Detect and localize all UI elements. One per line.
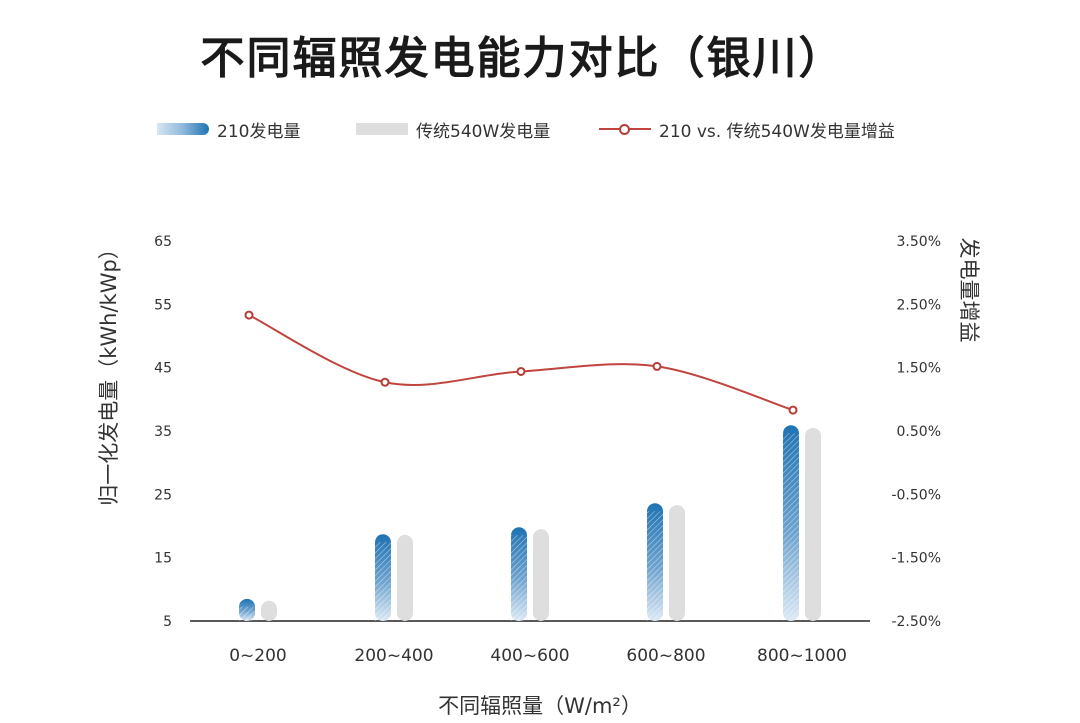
gain-point (788, 405, 798, 415)
y-tick-label: 55 (154, 297, 172, 313)
y-axis-ticks: 65 55 45 35 25 15 5 (154, 234, 172, 630)
bar-210-output-hatch (239, 606, 255, 621)
x-tick-label: 200~400 (354, 646, 433, 666)
x-axis-ticks: 0~200 200~400 400~600 600~800 800~1000 (229, 646, 847, 666)
y-tick-label: 15 (154, 551, 172, 567)
legend-swatch-210-output (157, 123, 209, 135)
legend-item-conventional-output: 传统540W发电量 (356, 112, 550, 146)
y-tick-label: 5 (163, 614, 172, 630)
bar-210-output-hatch (647, 511, 663, 621)
x-axis-label: 不同辐照量（W/m²） (438, 694, 642, 718)
legend-item-gain: 210 vs. 传统540W发电量增益 (599, 112, 895, 146)
legend: 210发电量 传统540W发电量 210 vs. 传统540W发电量增益 (0, 112, 1080, 146)
legend-label-gain: 210 vs. 传统540W发电量增益 (659, 121, 895, 142)
bar-210-output-hatch (511, 535, 527, 621)
bar-conventional-output (533, 529, 549, 621)
gain-point (652, 361, 662, 371)
y-tick-label: 25 (154, 487, 172, 503)
x-tick-label: 600~800 (626, 646, 705, 666)
y-axis-label: 归一化发电量（kWh/kWp） (97, 238, 121, 506)
y2-tick-label: -0.50% (891, 487, 941, 503)
bar-conventional-output (805, 427, 821, 621)
bars-layer (239, 425, 821, 621)
gain-point (516, 366, 526, 376)
bar-conventional-output (669, 505, 685, 621)
y2-tick-label: 0.50% (897, 424, 941, 440)
chart-title: 不同辐照发电能力对比（银川） (200, 33, 845, 84)
legend-label-conventional-output: 传统540W发电量 (416, 121, 551, 142)
y2-tick-label: -1.50% (891, 551, 941, 567)
gain-line-layer (244, 310, 798, 415)
bar-210-output-hatch (783, 433, 799, 621)
y-tick-label: 45 (154, 361, 172, 377)
bar-210-output-hatch (375, 542, 391, 621)
legend-item-210-output: 210发电量 (157, 112, 300, 146)
y2-tick-label: 2.50% (897, 297, 941, 313)
y-tick-label: 35 (154, 424, 172, 440)
gain-line (248, 314, 794, 412)
y2-axis-ticks: 3.50% 2.50% 1.50% 0.50% -0.50% -1.50% -2.50% (891, 234, 941, 630)
y2-tick-label: 1.50% (897, 361, 941, 377)
gain-point (380, 377, 390, 387)
bar-conventional-output (397, 534, 413, 621)
legend-swatch-conventional-output (356, 123, 408, 135)
y2-tick-label: -2.50% (891, 614, 941, 630)
legend-label-210-output: 210发电量 (217, 121, 301, 142)
y2-tick-label: 3.50% (897, 234, 941, 250)
y-tick-label: 65 (154, 234, 172, 250)
bar-conventional-output (261, 600, 277, 621)
legend-swatch-gain-line (599, 123, 651, 135)
gain-point (244, 310, 254, 320)
x-tick-label: 0~200 (229, 646, 287, 666)
x-tick-label: 800~1000 (757, 646, 847, 666)
x-tick-label: 400~600 (490, 646, 569, 666)
y2-axis-label: 发电量增益 (957, 238, 981, 343)
